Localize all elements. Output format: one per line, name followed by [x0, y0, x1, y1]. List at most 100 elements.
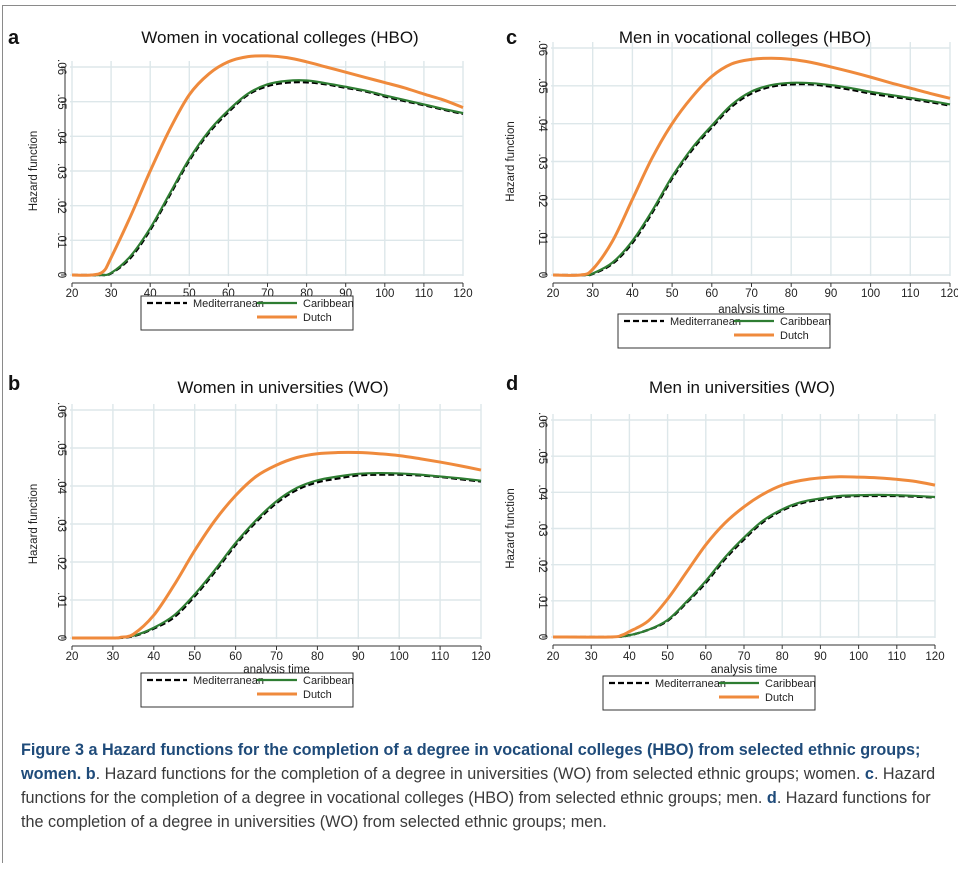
chart-title: Men in universities (WO)	[649, 378, 835, 397]
x-tick-label: 20	[547, 651, 560, 663]
x-tick-label: 40	[623, 651, 636, 663]
x-tick-label: 110	[901, 288, 919, 300]
legend-label-dutch: Dutch	[303, 689, 332, 701]
y-tick-label: .01	[536, 593, 548, 609]
x-tick-label: 90	[352, 651, 365, 663]
y-tick-label: .02	[55, 198, 67, 214]
x-tick-label: 40	[147, 651, 160, 663]
chart-panel-b: b Women in universities (WO) 0 .01 .02 .03 .04…	[8, 373, 491, 708]
legend-label-mediterranean: Mediterranean	[193, 675, 264, 687]
caption-text-segment: . Hazard functions for the completion of…	[21, 789, 931, 831]
chart-title: Women in universities (WO)	[177, 378, 388, 397]
y-tick-label: .05	[536, 78, 548, 94]
y-tick-label: .01	[55, 232, 67, 248]
y-tick-label: 0	[536, 634, 548, 640]
y-tick-label: .05	[536, 448, 548, 464]
x-tick-label: 60	[705, 288, 718, 300]
legend-box	[140, 672, 354, 708]
y-tick-label: 0	[536, 272, 548, 278]
x-tick-label: 50	[188, 651, 201, 663]
y-tick-label: .04	[55, 128, 67, 145]
y-tick-label: .02	[55, 554, 67, 570]
x-tick-label: 100	[375, 288, 394, 300]
y-tick-label: .04	[55, 478, 67, 495]
x-tick-label: 90	[814, 651, 827, 663]
legend-label-caribbean: Caribbean	[780, 316, 831, 328]
legend-label-mediterranean: Mediterranean	[655, 678, 726, 690]
x-tick-label: 20	[66, 288, 79, 300]
y-tick-label: 0	[55, 635, 67, 641]
chart-legend: Mediterranean Caribbean Dutch	[617, 313, 831, 349]
legend-label-mediterranean: Mediterranean	[670, 316, 741, 328]
x-tick-label: 100	[849, 651, 868, 663]
x-tick-label: 30	[105, 288, 118, 300]
chart-title: Men in vocational colleges (HBO)	[619, 28, 871, 47]
panel-letter: a	[8, 27, 20, 49]
x-tick-label: 120	[471, 651, 490, 663]
chart-panel-c: c Men in vocational colleges (HBO) 0 .01 .02…	[505, 27, 958, 349]
y-tick-label: .01	[536, 229, 548, 245]
x-tick-label: 50	[661, 651, 674, 663]
y-axis-label: Hazard function	[28, 484, 40, 565]
y-tick-label: .06	[536, 412, 548, 428]
series-line-caribbean	[552, 493, 936, 639]
series-line-dutch	[71, 450, 482, 640]
legend-label-dutch: Dutch	[765, 692, 794, 704]
series-line-caribbean	[71, 471, 482, 640]
y-axis-label: Hazard function	[505, 121, 517, 202]
x-tick-label: 30	[586, 288, 599, 300]
x-tick-label: 120	[925, 651, 944, 663]
figure-frame-left	[2, 5, 3, 863]
series-line-dutch	[71, 54, 464, 277]
legend-label-dutch: Dutch	[780, 330, 809, 342]
y-tick-label: .06	[55, 59, 67, 75]
y-tick-label: .02	[536, 557, 548, 573]
x-tick-label: 20	[66, 651, 79, 663]
y-tick-label: .05	[55, 94, 67, 110]
chart-legend: Mediterranean Caribbean Dutch	[140, 295, 354, 331]
legend-box	[140, 295, 354, 331]
y-tick-label: .03	[55, 516, 67, 532]
caption-text-segment: . Hazard functions for the completion of…	[21, 765, 936, 807]
x-tick-label: 80	[785, 288, 798, 300]
x-tick-label: 110	[888, 651, 906, 663]
chart-panel-a: a Women in vocational colleges (HBO) 0 .01.…	[8, 27, 473, 331]
chart-legend: Mediterranean Caribbean Dutch	[602, 675, 816, 711]
figure-caption: Figure 3 a Hazard functions for the comp…	[21, 738, 946, 834]
legend-label-caribbean: Caribbean	[303, 298, 354, 310]
series-line-dutch	[552, 56, 951, 277]
x-tick-label: 100	[390, 651, 409, 663]
y-tick-label: .03	[536, 154, 548, 170]
y-axis-label: Hazard function	[505, 488, 517, 569]
x-tick-label: 120	[940, 288, 958, 300]
figure-frame-top	[2, 5, 956, 6]
y-tick-label: .04	[536, 484, 548, 501]
y-tick-label: .03	[55, 163, 67, 179]
x-tick-label: 120	[453, 288, 472, 300]
y-tick-label: 0	[55, 272, 67, 278]
x-tick-label: 100	[861, 288, 880, 300]
figure-charts: a Women in vocational colleges (HBO) 0 .01.…	[8, 27, 958, 711]
series-line-caribbean	[552, 81, 951, 277]
legend-label-dutch: Dutch	[303, 312, 332, 324]
chart-title: Women in vocational colleges (HBO)	[141, 28, 418, 47]
x-tick-label: 70	[738, 651, 751, 663]
x-tick-label: 30	[585, 651, 598, 663]
series-line-caribbean	[71, 79, 464, 277]
y-tick-label: .05	[55, 440, 67, 456]
panel-letter: d	[506, 373, 518, 395]
x-tick-label: 80	[311, 651, 324, 663]
legend-box	[602, 675, 816, 711]
series-line-mediterranean	[71, 80, 464, 277]
legend-label-caribbean: Caribbean	[765, 678, 816, 690]
x-tick-label: 20	[547, 288, 560, 300]
x-tick-label: 30	[107, 651, 120, 663]
x-tick-label: 50	[666, 288, 679, 300]
x-tick-label: 70	[745, 288, 758, 300]
chart-legend: Mediterranean Caribbean Dutch	[140, 672, 354, 708]
y-tick-label: .01	[55, 592, 67, 608]
x-axis-label: analysis time	[711, 664, 777, 676]
x-axis-label: analysis time	[718, 304, 784, 316]
caption-bold-segment: Figure 3 a Hazard functions for the comp…	[21, 741, 921, 783]
chart-panel-d: d Men in universities (WO) 0 .01 .02 .03 .04 .0…	[505, 373, 945, 711]
